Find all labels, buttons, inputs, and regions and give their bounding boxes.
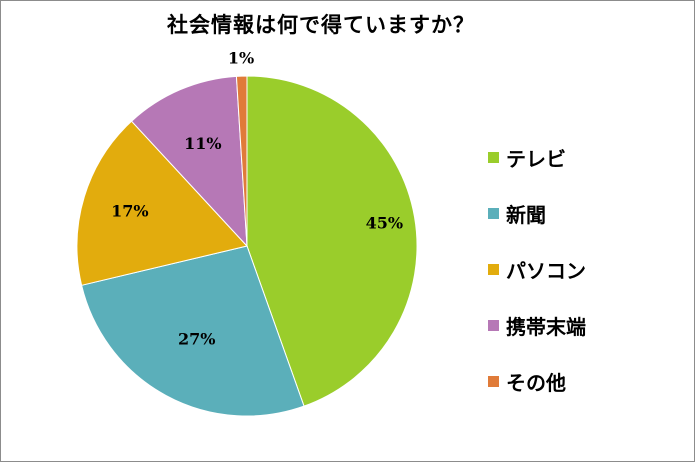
legend-swatch-tv [488,151,499,163]
chart-title: 社会情報は何で得ていますか？ [167,12,475,37]
legend-label-other: その他 [506,370,566,395]
pie-slice-other [235,75,248,247]
legend-item-other: その他 [488,353,678,409]
data-label-tv: 45% [366,213,403,232]
legend-swatch-mobile [488,319,499,331]
legend-swatch-newspaper [488,207,499,219]
legend-item-newspaper: 新聞 [488,185,678,241]
legend-label-tv: テレビ [506,146,566,171]
data-label-pc: 17% [111,201,148,220]
data-label-mobile: 11% [184,134,221,153]
legend-label-mobile: 携帯末端 [506,314,586,339]
pie-slice-pc [76,120,248,286]
data-label-newspaper: 27% [178,330,215,349]
legend-swatch-pc [488,263,499,275]
legend-swatch-other [488,375,499,387]
legend: テレビ 新聞 パソコン 携帯末端 その他 [488,129,678,409]
pie-slice-mobile [130,75,248,248]
pie-slice-newspaper [80,245,305,417]
legend-label-pc: パソコン [506,258,586,283]
legend-item-tv: テレビ [488,129,678,185]
legend-item-mobile: 携帯末端 [488,297,678,353]
pie-slice-tv [246,75,418,407]
data-label-other: 1% [228,48,254,67]
legend-item-pc: パソコン [488,241,678,297]
legend-label-newspaper: 新聞 [506,202,546,227]
